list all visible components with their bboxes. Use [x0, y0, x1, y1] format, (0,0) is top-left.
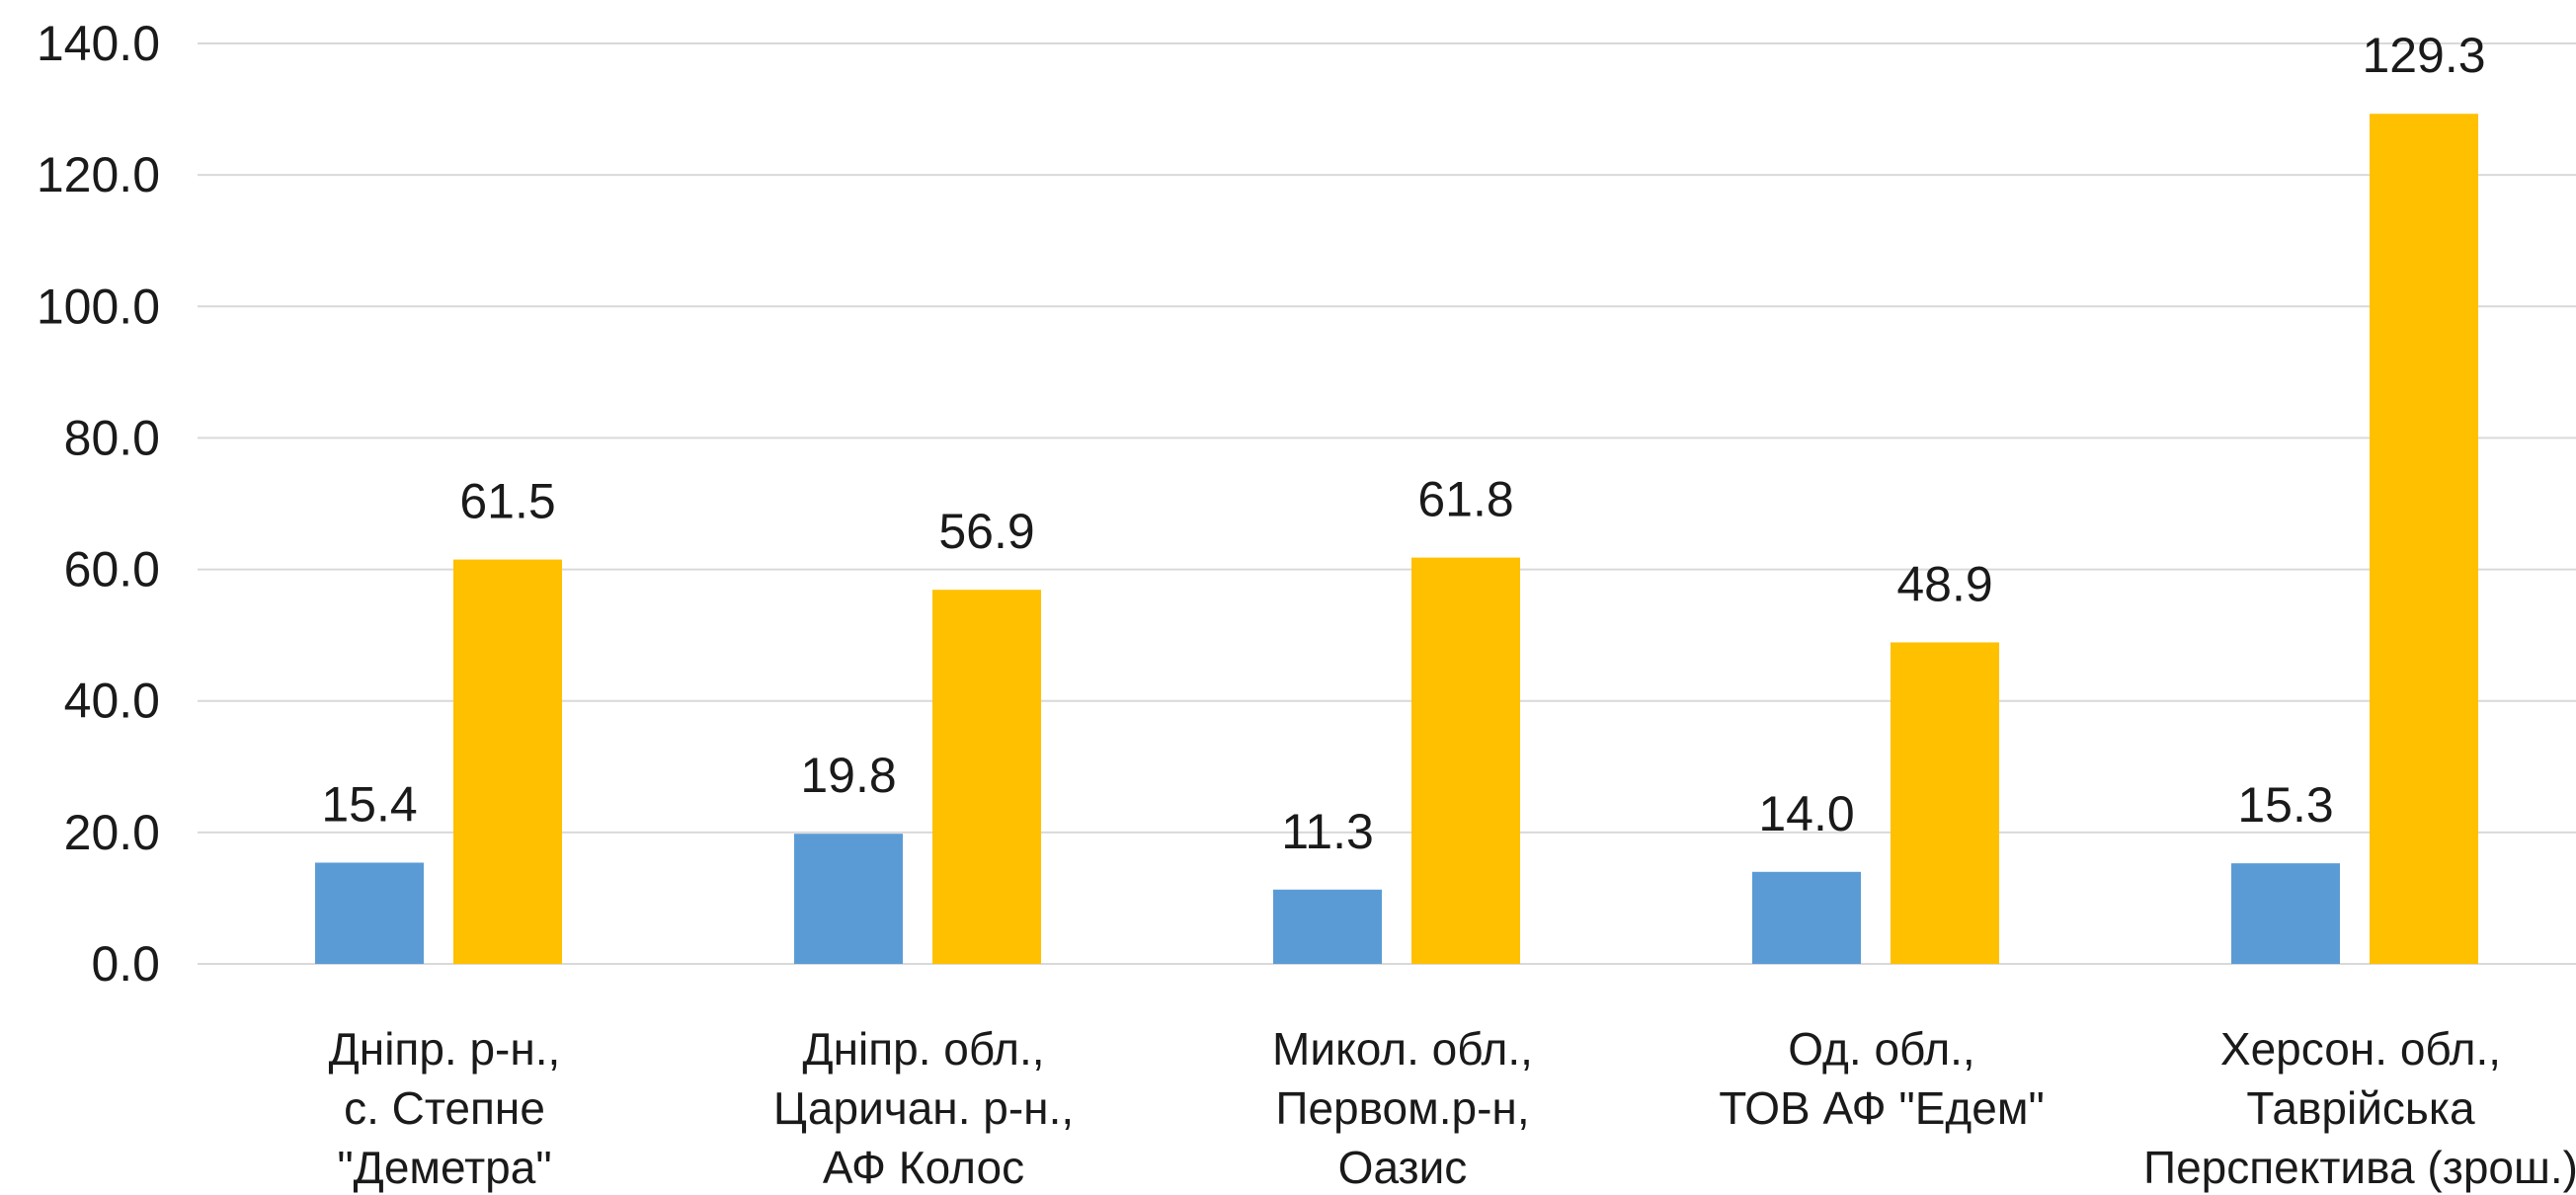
bar: [1891, 642, 1999, 964]
y-tick-label: 120.0: [37, 147, 160, 202]
data-label: 129.3: [2362, 28, 2485, 83]
bar: [2231, 863, 2340, 964]
y-tick-label: 140.0: [37, 16, 160, 71]
data-label: 61.5: [459, 474, 555, 529]
bar: [1273, 889, 1382, 964]
category-label-line: Микол. обл.,: [1272, 1023, 1533, 1075]
gridlines: [198, 42, 2576, 965]
data-label: 14.0: [1758, 786, 1854, 841]
category-label-line: Дніпр. р-н.,: [329, 1023, 561, 1075]
y-tick-label: 80.0: [64, 410, 160, 465]
y-tick-label: 0.0: [91, 936, 160, 992]
data-labels: 15.4 19.8 11.3 14.0 15.3 61.5 56.9 61.8 48.9 129.…: [321, 28, 2485, 859]
bars: [315, 114, 2478, 964]
y-tick-label: 40.0: [64, 674, 160, 729]
category-label-line: АФ Колос: [823, 1142, 1024, 1193]
category-label-line: "Деметра": [337, 1142, 551, 1193]
category-label-line: Первом.р-н,: [1275, 1082, 1529, 1134]
x-axis: Дніпр. р-н., с. Степне "Деметра" Дніпр. обл…: [329, 1023, 2576, 1193]
data-label: 61.8: [1417, 472, 1513, 527]
y-axis: 0.0 20.0 40.0 60.0 80.0 100.0 120.0 140.0: [37, 16, 160, 992]
bar: [794, 834, 903, 964]
category-label-line: Таврійська: [2246, 1082, 2475, 1134]
category-label-line: Царичан. р-н.,: [773, 1082, 1074, 1134]
category-label: Микол. обл., Первом.р-н, Оазис: [1272, 1023, 1533, 1193]
data-label: 11.3: [1281, 804, 1374, 859]
y-tick-label: 60.0: [64, 542, 160, 598]
category-label: Дніпр. обл., Царичан. р-н., АФ Колос: [773, 1023, 1074, 1193]
category-label: Дніпр. р-н., с. Степне "Деметра": [329, 1023, 561, 1193]
category-label-line: Од. обл.,: [1788, 1023, 1974, 1075]
data-label: 15.4: [321, 776, 417, 832]
bar: [453, 559, 562, 964]
category-label: Од. обл., ТОВ АФ "Едем": [1719, 1023, 2045, 1134]
y-tick-label: 20.0: [64, 805, 160, 860]
data-label: 19.8: [800, 748, 896, 803]
category-label-line: Дніпр. обл.,: [802, 1023, 1044, 1075]
category-label: Херсон. обл., Таврійська Перспектива (зрош…: [2143, 1023, 2576, 1193]
category-label-line: Оазис: [1338, 1142, 1468, 1193]
bar: [932, 590, 1041, 964]
bar: [2370, 114, 2478, 964]
data-label: 15.3: [2237, 777, 2333, 833]
category-label-line: Перспектива (зрош.): [2143, 1142, 2576, 1193]
bar: [1752, 871, 1861, 964]
y-tick-label: 100.0: [37, 279, 160, 334]
data-label: 48.9: [1896, 556, 1992, 611]
category-label-line: Херсон. обл.,: [2220, 1023, 2501, 1075]
bar: [1411, 557, 1520, 964]
category-label-line: с. Степне: [344, 1082, 545, 1134]
data-label: 56.9: [938, 504, 1034, 559]
bar: [315, 862, 424, 964]
category-label-line: ТОВ АФ "Едем": [1719, 1082, 2045, 1134]
